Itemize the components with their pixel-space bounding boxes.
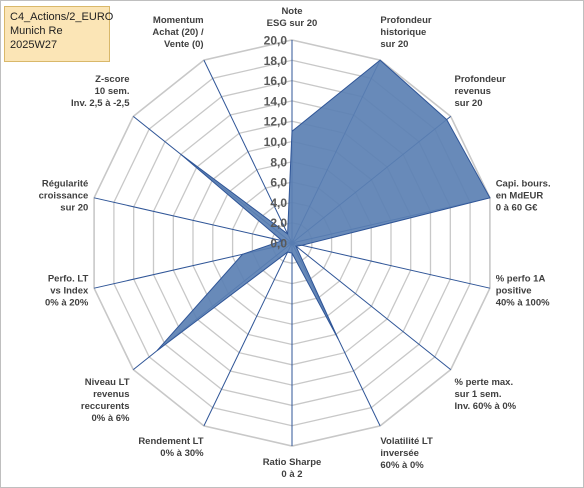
axis-spoke bbox=[291, 242, 491, 289]
info-line-company: Munich Re bbox=[10, 25, 63, 37]
axis-label: Z-score 10 sem. Inv. 2,5 à -2,5 bbox=[71, 74, 130, 109]
tick-label: 10,0 bbox=[264, 135, 288, 149]
axis-spoke bbox=[203, 242, 293, 427]
axis-label: Momentum Achat (20) / Vente (0) bbox=[152, 15, 204, 50]
axis-label: Rendement LT 0% à 30% bbox=[138, 436, 204, 459]
info-line-week: 2025W27 bbox=[10, 39, 58, 51]
radar-tick-labels: 0,0 2,0 4,0 6,0 8,0 10,0 12,0 14,0 16,0 18,0 20,0 bbox=[264, 34, 288, 251]
tick-label: 16,0 bbox=[264, 74, 288, 88]
axis-label: Ratio Sharpe 0 à 2 bbox=[263, 457, 322, 480]
info-line-category: C4_Actions/2_EURO bbox=[10, 11, 114, 23]
series-area bbox=[156, 59, 491, 351]
axis-label: Note ESG sur 20 bbox=[267, 6, 318, 29]
axis-label: Niveau LT revenus reccurents 0% à 6% bbox=[81, 377, 130, 424]
axis-label: % perfo 1A positive 40% à 100% bbox=[496, 273, 550, 308]
tick-label: 2,0 bbox=[270, 216, 287, 230]
axis-label: Profondeur revenus sur 20 bbox=[455, 74, 506, 109]
axis-label: Perfo. LT vs Index 0% à 20% bbox=[45, 273, 89, 308]
info-box: C4_Actions/2_EURO Munich Re 2025W27 bbox=[4, 6, 114, 62]
tick-label: 4,0 bbox=[270, 196, 287, 210]
tick-label: 18,0 bbox=[264, 54, 288, 68]
tick-label: 20,0 bbox=[264, 34, 288, 48]
tick-label: 8,0 bbox=[270, 155, 287, 169]
tick-label: 0,0 bbox=[270, 237, 287, 251]
tick-label: 12,0 bbox=[264, 115, 288, 129]
axis-label: Capi. bours. en MdEUR 0 à 60 G€ bbox=[496, 179, 551, 214]
axis-label: Régularité croissance sur 20 bbox=[39, 179, 89, 214]
axis-label: Profondeur historique sur 20 bbox=[380, 15, 431, 50]
tick-label: 14,0 bbox=[264, 94, 288, 108]
axis-spoke bbox=[203, 59, 293, 244]
axis-spoke bbox=[93, 197, 293, 244]
radar-axis-labels: Note ESG sur 20 Profondeur historique sur 20… bbox=[39, 6, 551, 480]
axis-spoke bbox=[291, 242, 452, 370]
axis-label: Volatilité LT inversée 60% à 0% bbox=[380, 436, 433, 471]
radar-series bbox=[156, 59, 491, 351]
axis-label: % perte max. sur 1 sem. Inv. 60% à 0% bbox=[455, 377, 517, 412]
tick-label: 6,0 bbox=[270, 176, 287, 190]
